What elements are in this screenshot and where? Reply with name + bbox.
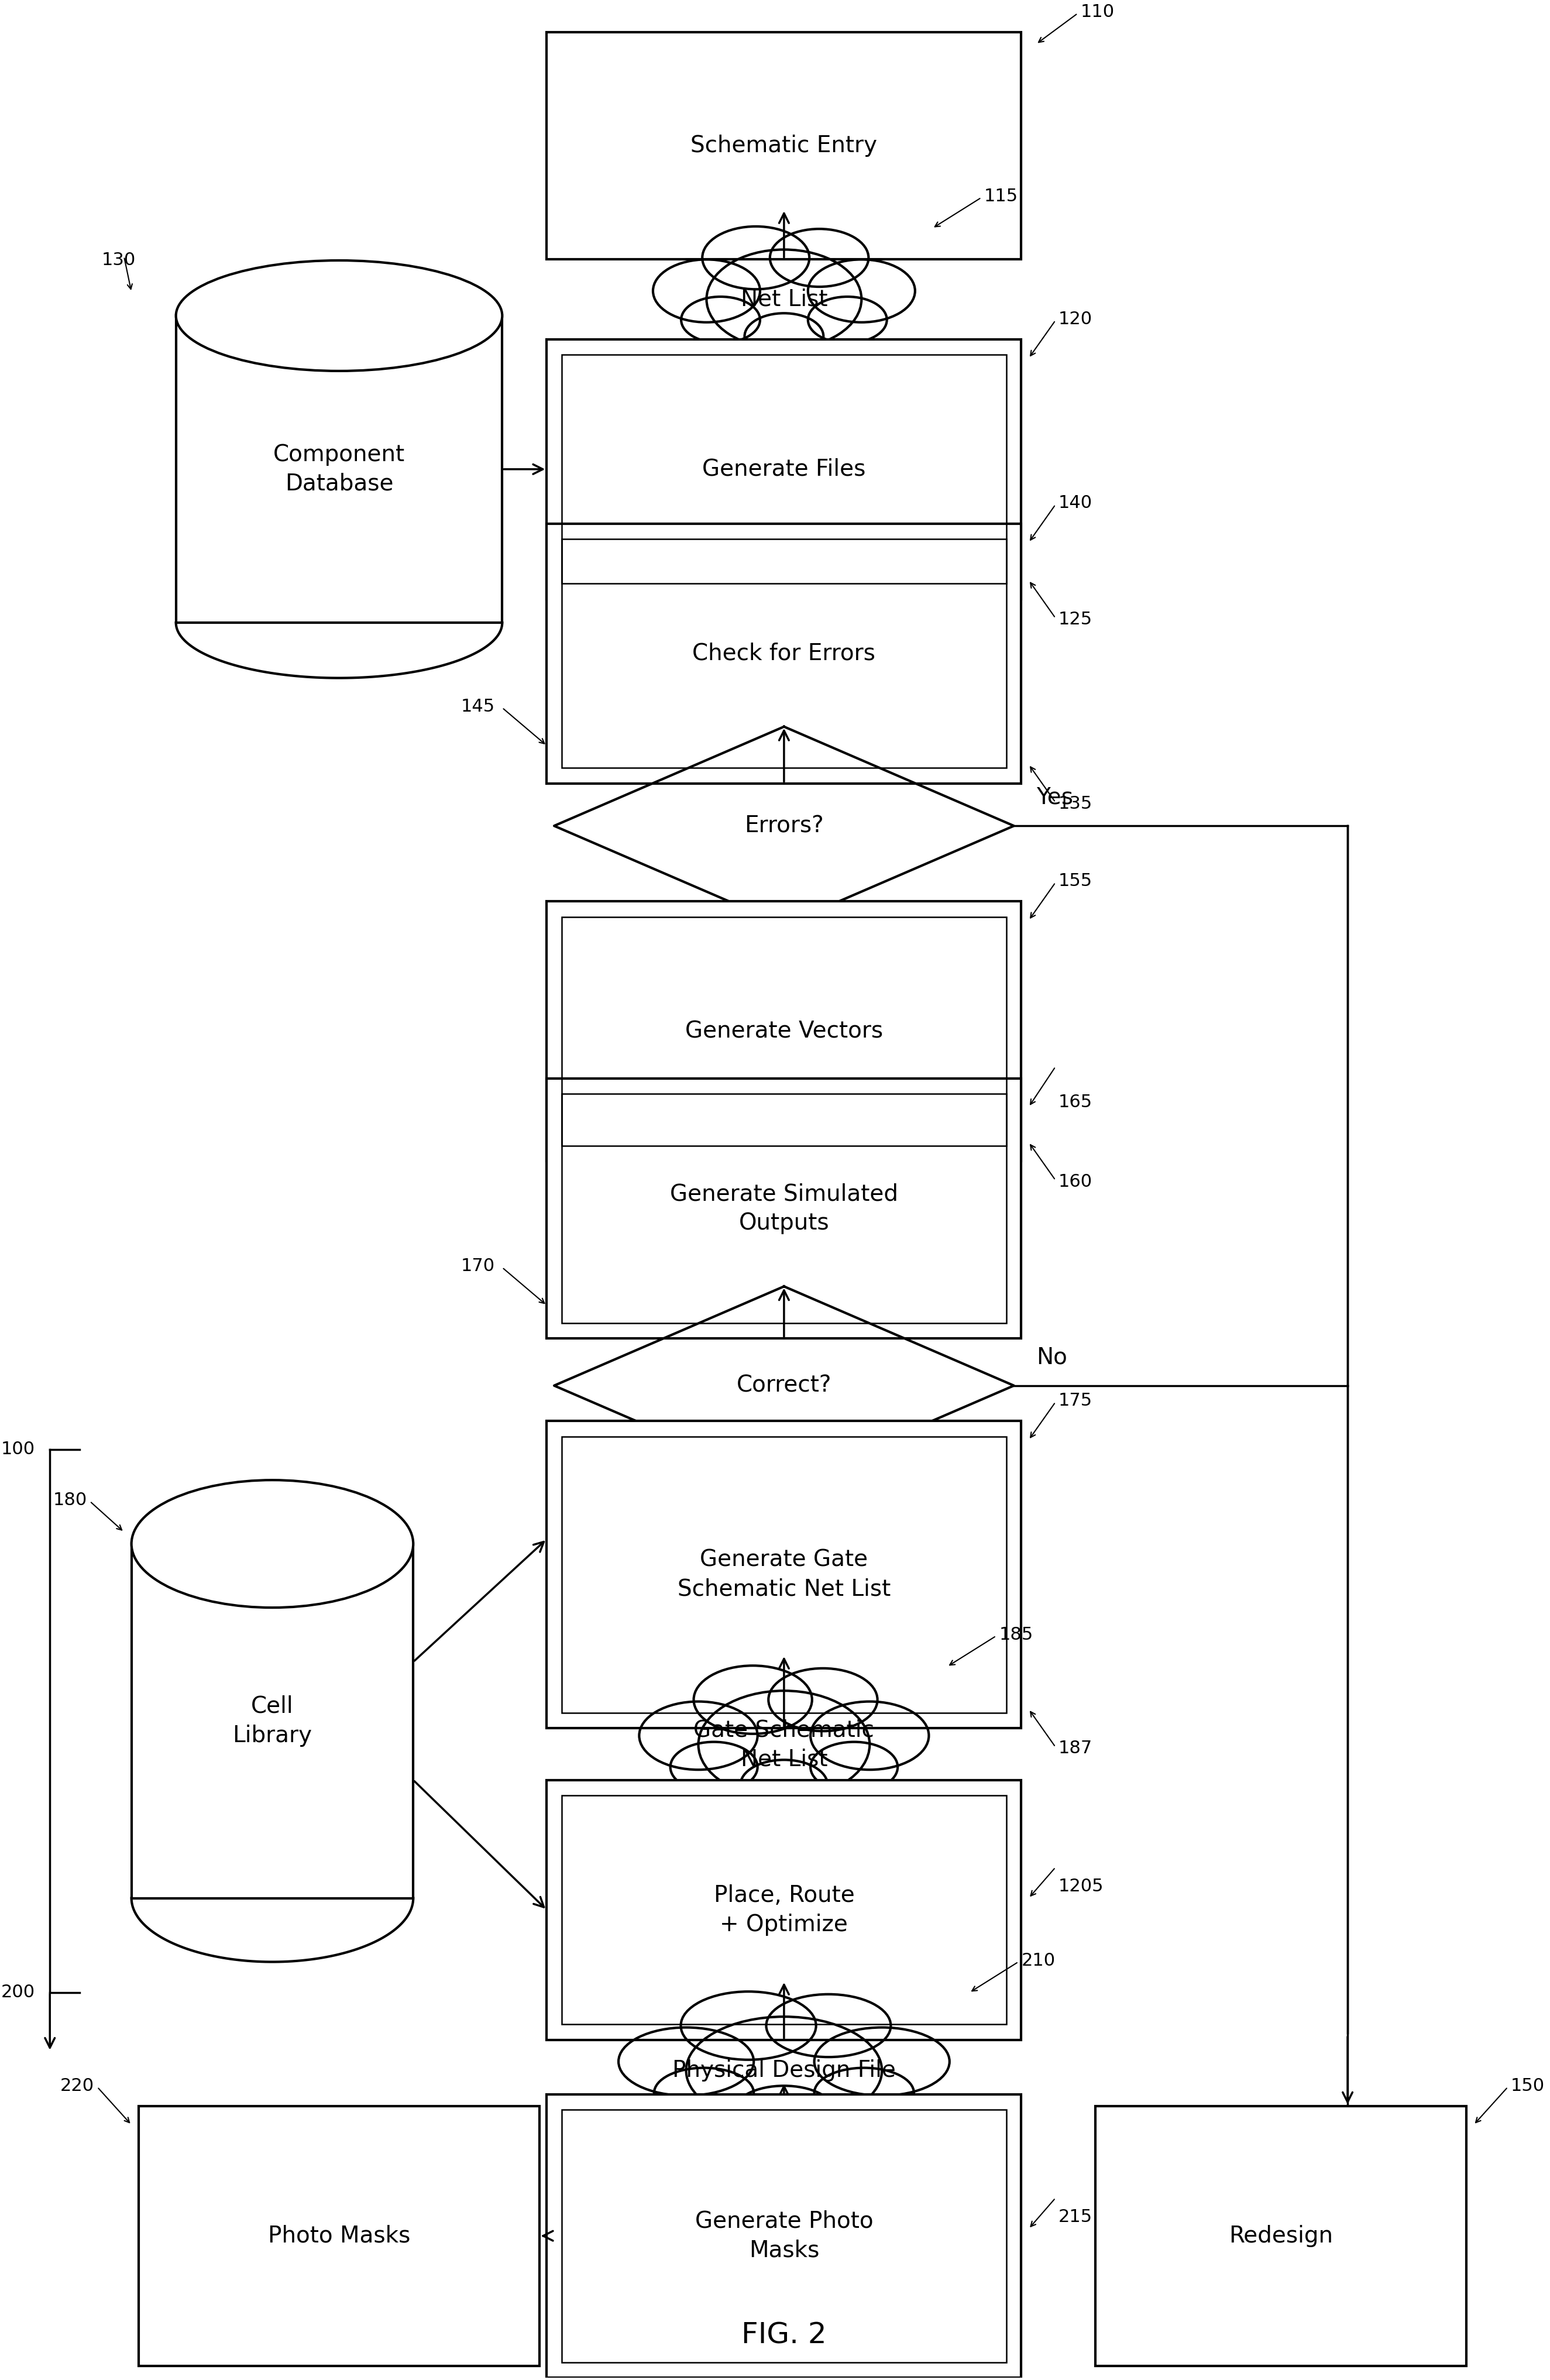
Text: Schematic Entry: Schematic Entry	[691, 136, 877, 157]
Bar	[561, 916, 1006, 1145]
Text: 155: 155	[1059, 873, 1093, 890]
Text: Yes: Yes	[773, 1514, 809, 1535]
Bar	[1096, 2106, 1466, 2366]
Text: 150: 150	[1511, 2078, 1545, 2094]
Text: Component
Database: Component Database	[273, 443, 405, 495]
Bar	[547, 2094, 1021, 2378]
Text: 125: 125	[1059, 612, 1093, 628]
Text: Check for Errors: Check for Errors	[693, 643, 876, 664]
Text: 160: 160	[1059, 1173, 1093, 1190]
Ellipse shape	[735, 2085, 834, 2135]
Ellipse shape	[639, 1702, 758, 1771]
Bar	[547, 1421, 1021, 1728]
Text: Photo Masks: Photo Masks	[268, 2225, 411, 2247]
Ellipse shape	[814, 2028, 950, 2097]
Text: 210: 210	[1021, 1952, 1056, 1968]
Text: Redesign: Redesign	[1229, 2225, 1333, 2247]
Ellipse shape	[811, 1702, 928, 1771]
Bar	[140, 2106, 539, 2366]
Text: 180: 180	[53, 1492, 87, 1509]
Ellipse shape	[770, 228, 868, 286]
Text: Yes: Yes	[1035, 785, 1073, 809]
Text: 145: 145	[460, 697, 494, 714]
Ellipse shape	[766, 1994, 891, 2056]
Text: 115: 115	[984, 188, 1018, 205]
Ellipse shape	[808, 298, 887, 343]
Ellipse shape	[654, 2068, 753, 2118]
Text: 185: 185	[1000, 1626, 1034, 1642]
Text: Generate Photo
Masks: Generate Photo Masks	[694, 2211, 873, 2261]
Text: 165: 165	[1059, 1095, 1093, 1111]
Bar	[547, 524, 1021, 783]
Text: Gate Schematic
Net List: Gate Schematic Net List	[694, 1718, 874, 1771]
Ellipse shape	[694, 1666, 812, 1733]
Text: Correct?: Correct?	[736, 1376, 831, 1397]
Bar	[561, 2109, 1006, 2363]
Text: Errors?: Errors?	[744, 814, 823, 838]
Bar	[561, 1095, 1006, 1323]
Ellipse shape	[177, 259, 502, 371]
Ellipse shape	[132, 1480, 414, 1607]
Text: 130: 130	[102, 252, 136, 269]
Bar	[177, 317, 502, 624]
Ellipse shape	[769, 1668, 877, 1730]
Text: 100: 100	[2, 1440, 36, 1459]
Text: No: No	[1035, 1347, 1066, 1368]
Text: No: No	[777, 954, 808, 976]
Polygon shape	[555, 1288, 1014, 1485]
Text: 215: 215	[1059, 2209, 1093, 2225]
Ellipse shape	[702, 226, 809, 290]
Polygon shape	[555, 726, 1014, 926]
Text: 110: 110	[1080, 2, 1114, 21]
Ellipse shape	[670, 1742, 758, 1792]
Text: Generate Simulated
Outputs: Generate Simulated Outputs	[670, 1183, 897, 1235]
Bar	[561, 1795, 1006, 2025]
Text: FIG. 2: FIG. 2	[741, 2320, 826, 2349]
Ellipse shape	[707, 250, 862, 350]
Text: 175: 175	[1059, 1392, 1093, 1409]
Text: Cell
Library: Cell Library	[232, 1695, 312, 1747]
Ellipse shape	[653, 259, 759, 321]
Ellipse shape	[808, 259, 914, 321]
Text: 220: 220	[60, 2078, 95, 2094]
Text: Generate Files: Generate Files	[702, 457, 866, 481]
Ellipse shape	[811, 1742, 897, 1792]
Bar	[547, 902, 1021, 1161]
Text: Place, Route
+ Optimize: Place, Route + Optimize	[713, 1885, 854, 1935]
Bar	[547, 1780, 1021, 2040]
Ellipse shape	[687, 2016, 882, 2125]
Text: 140: 140	[1059, 495, 1093, 512]
Ellipse shape	[744, 314, 823, 359]
Ellipse shape	[699, 1690, 870, 1799]
Text: 187: 187	[1059, 1740, 1093, 1756]
Text: Generate Gate
Schematic Net List: Generate Gate Schematic Net List	[677, 1549, 891, 1599]
Bar	[561, 1438, 1006, 1714]
Text: 170: 170	[460, 1257, 494, 1276]
Ellipse shape	[618, 2028, 753, 2097]
Ellipse shape	[680, 1992, 815, 2059]
Ellipse shape	[814, 2068, 914, 2118]
Text: 200: 200	[2, 1985, 36, 2002]
Text: Net List: Net List	[741, 288, 828, 309]
Text: Physical Design File: Physical Design File	[673, 2059, 896, 2082]
Bar	[561, 538, 1006, 769]
Ellipse shape	[741, 1759, 828, 1811]
Bar	[547, 1078, 1021, 1338]
Ellipse shape	[680, 298, 759, 343]
Bar	[547, 340, 1021, 600]
Bar	[132, 1545, 414, 1899]
Bar	[547, 33, 1021, 259]
Bar	[561, 355, 1006, 583]
Text: 135: 135	[1059, 795, 1093, 812]
Text: Generate Vectors: Generate Vectors	[685, 1021, 883, 1042]
Text: 1205: 1205	[1059, 1878, 1104, 1894]
Text: 120: 120	[1059, 309, 1093, 328]
